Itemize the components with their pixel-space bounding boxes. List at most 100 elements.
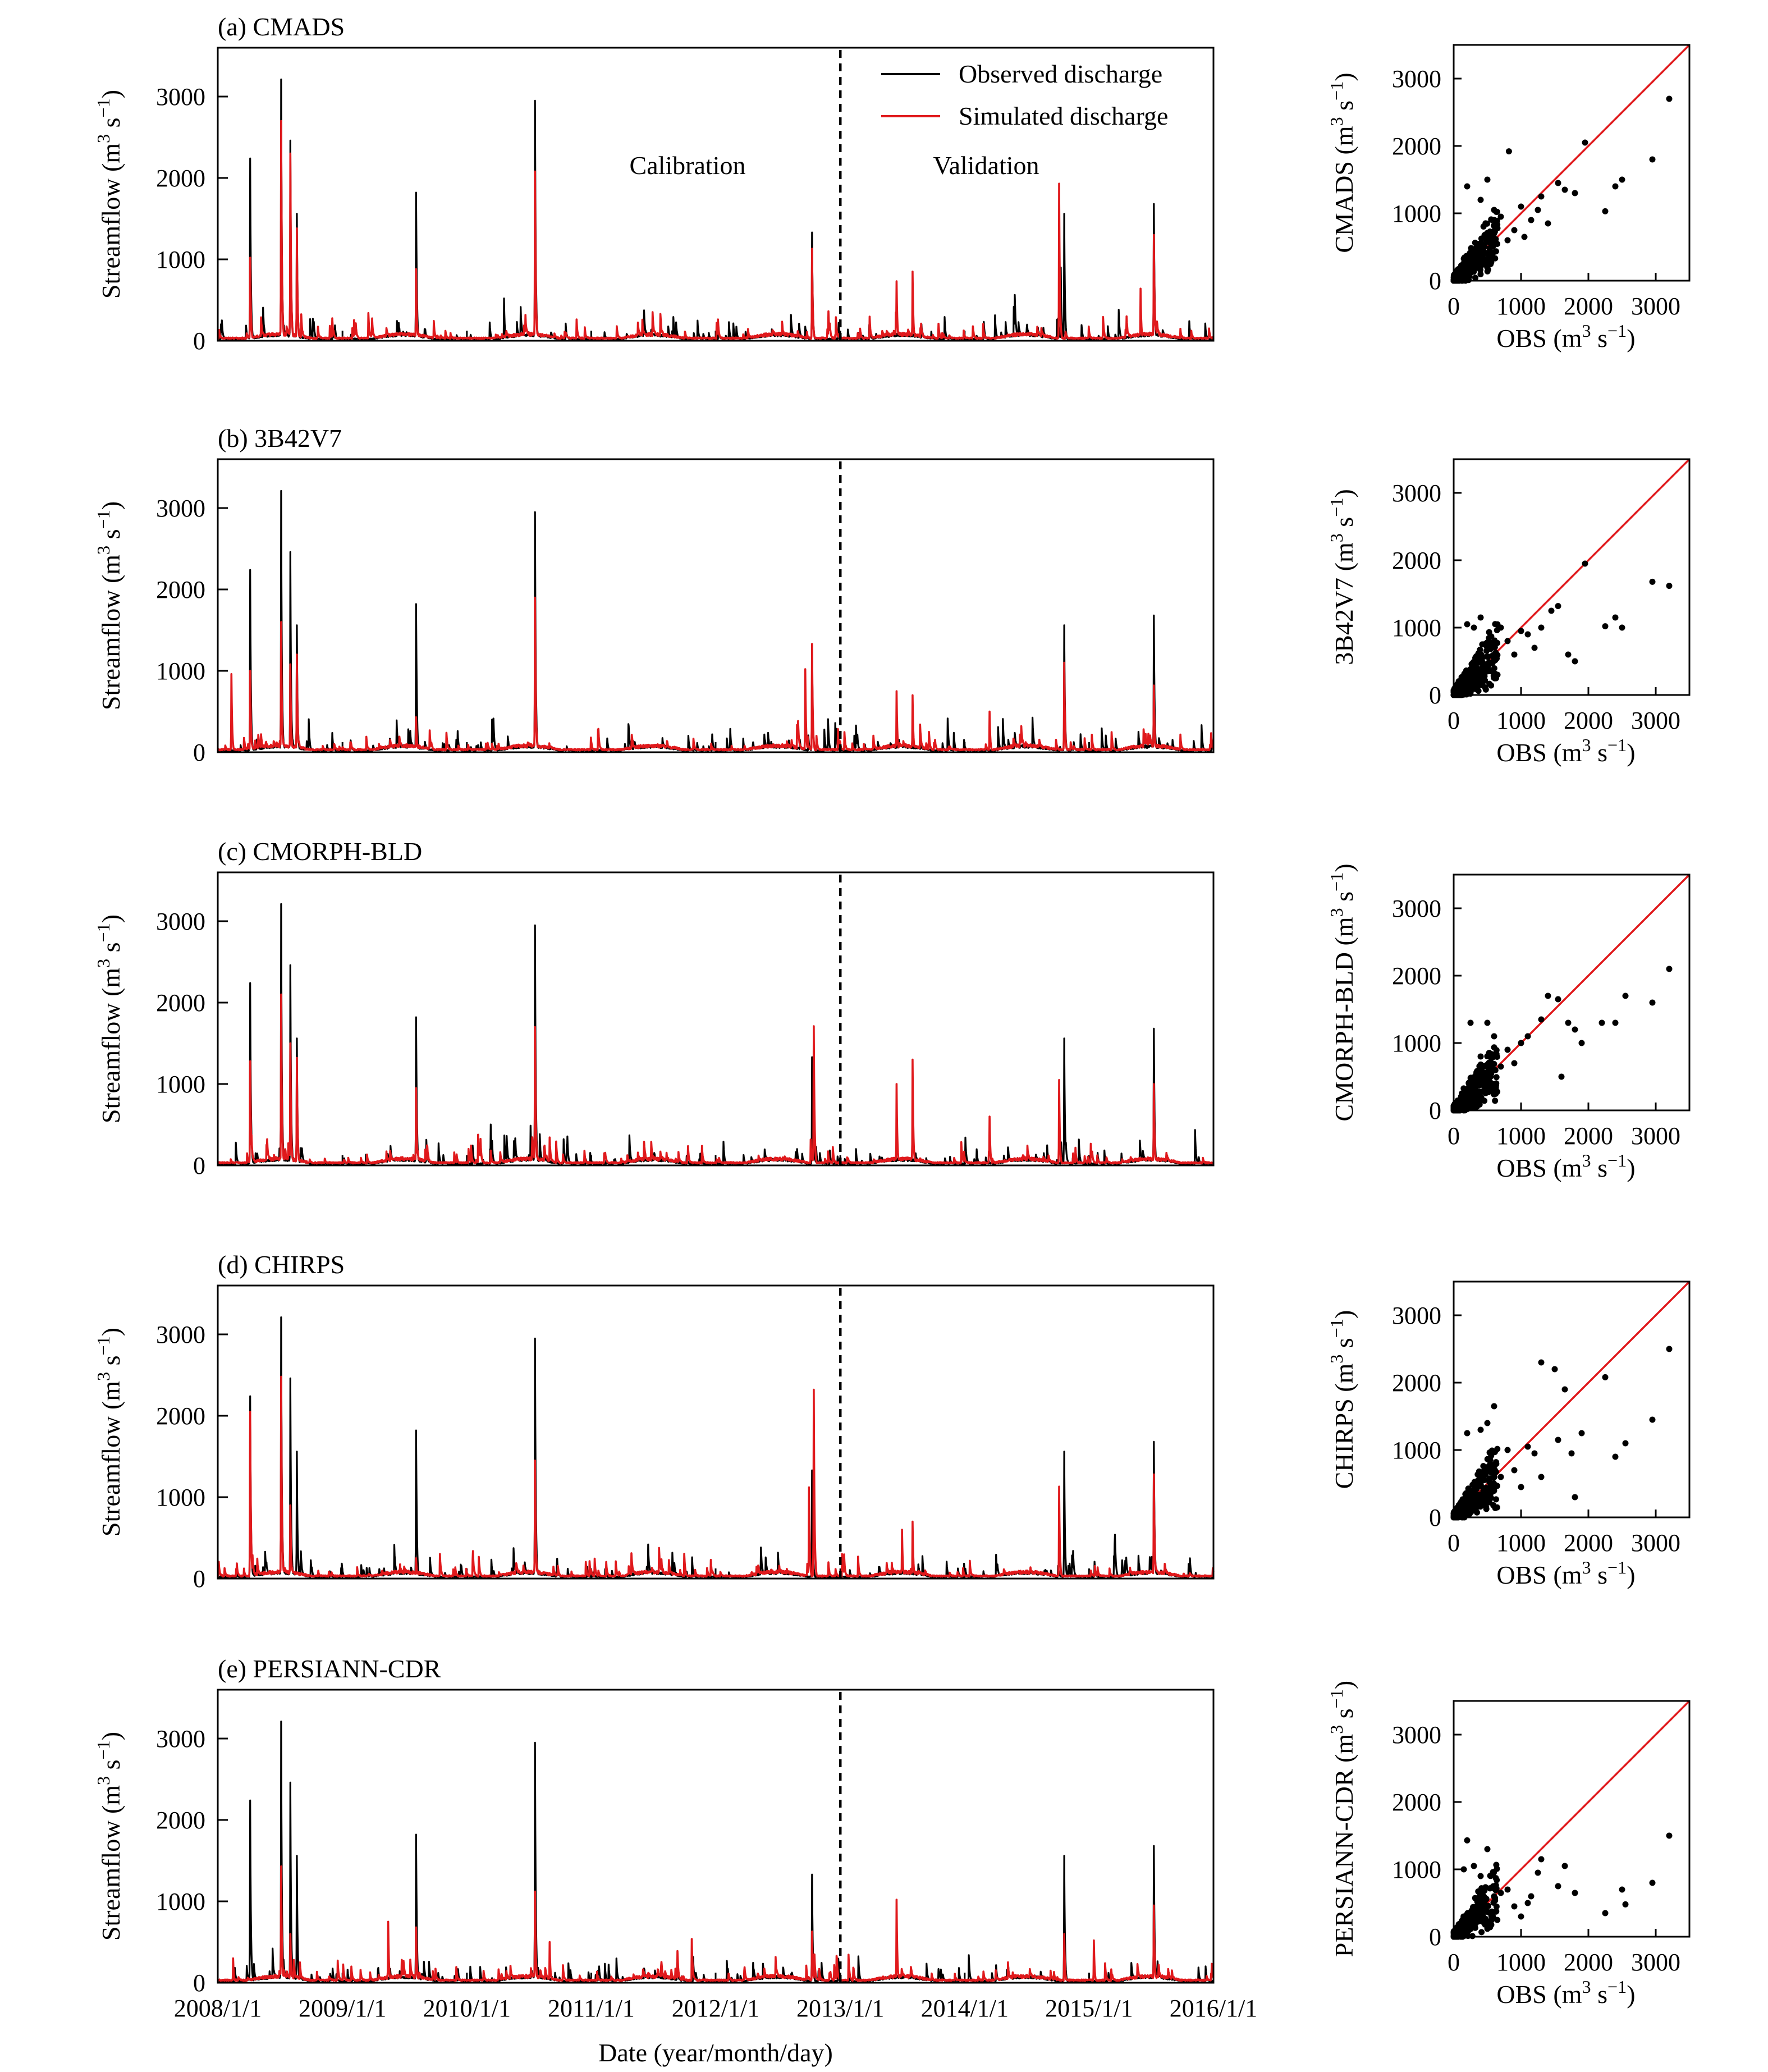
x-tick-label: 0	[1448, 707, 1460, 734]
plot-frame	[217, 458, 1215, 753]
scatter-point	[1494, 1446, 1501, 1452]
scatter-point	[1464, 1504, 1471, 1511]
x-tick-label: 2010/1/1	[423, 1995, 511, 2022]
scatter-point	[1485, 1089, 1492, 1096]
x-tick-label: 0	[1448, 292, 1460, 320]
scatter-point	[1469, 1090, 1476, 1097]
x-tick-label: 0	[1448, 1529, 1460, 1557]
scatter-point	[1464, 1430, 1471, 1437]
scatter-point	[1494, 1877, 1500, 1883]
scatter-point	[1572, 1890, 1578, 1896]
scatter-point	[1488, 682, 1495, 689]
scatter-point	[1531, 644, 1538, 651]
panel-title: (e) PERSIANN-CDR	[218, 1654, 441, 1683]
scatter-point	[1472, 1895, 1478, 1901]
y-tick-label: 2000	[1392, 132, 1441, 160]
scatter-point	[1511, 1060, 1518, 1067]
scatter-point	[1474, 1068, 1481, 1074]
scatter-point	[1551, 1366, 1558, 1373]
scatter-point	[1470, 1103, 1477, 1110]
scatter-point	[1666, 966, 1673, 972]
scatter-point	[1493, 1461, 1500, 1467]
x-tick-label: 2013/1/1	[796, 1995, 884, 2022]
scatter-point	[1484, 1420, 1491, 1426]
scatter-point	[1545, 220, 1551, 227]
scatter-point	[1486, 1466, 1492, 1473]
scatter-point	[1486, 1050, 1492, 1056]
scatter-point	[1572, 1026, 1578, 1033]
scatter-point	[1649, 999, 1656, 1006]
scatter-point	[1477, 1873, 1484, 1879]
scatter-point	[1572, 190, 1578, 196]
scatter-point	[1504, 1886, 1511, 1893]
y-tick-label: 3000	[156, 495, 205, 522]
x-tick-label: 1000	[1496, 707, 1546, 734]
scatter-point	[1538, 1474, 1545, 1480]
y-tick-label: 2000	[156, 576, 205, 603]
scatter-point	[1488, 216, 1495, 223]
scatter-point	[1504, 1046, 1511, 1053]
plot-frame	[217, 1689, 1215, 1984]
scatter-point	[1487, 1059, 1494, 1065]
scatter-point	[1487, 1494, 1494, 1501]
timeseries-panel-c: (c) CMORPH-BLD Streamflow (m3 s−1) 0 1000 20…	[93, 837, 1215, 1179]
y-tick-label: 3000	[1392, 479, 1441, 507]
scatter-point	[1481, 665, 1487, 672]
scatter-point	[1561, 1386, 1568, 1393]
plot-frame	[217, 871, 1215, 1167]
scatter-point	[1478, 1081, 1485, 1088]
scatter-point	[1504, 1447, 1511, 1453]
scatter-point	[1457, 275, 1464, 282]
scatter-point	[1487, 668, 1494, 675]
scatter-point	[1568, 1450, 1575, 1457]
x-tick-label: 2015/1/1	[1045, 1995, 1133, 2022]
scatter-point	[1464, 1837, 1471, 1844]
x-tick-label: 2000	[1564, 292, 1613, 320]
scatter-point	[1471, 669, 1477, 675]
scatter-point	[1492, 657, 1499, 664]
scatter-point	[1482, 220, 1489, 227]
x-tick-label: 1000	[1496, 292, 1546, 320]
scatter-point	[1555, 1883, 1561, 1890]
scatter-point	[1612, 1453, 1619, 1460]
scatter-point	[1528, 217, 1535, 223]
scatter-point	[1471, 1863, 1477, 1869]
scatter-point	[1483, 1506, 1490, 1512]
scatter-point	[1481, 1476, 1488, 1483]
scatter-frame	[1453, 44, 1691, 282]
scatter-point	[1476, 1915, 1482, 1922]
scatter-point	[1524, 1033, 1531, 1040]
scatter-point	[1493, 1861, 1500, 1868]
scatter-point	[1472, 275, 1479, 281]
scatter-point	[1545, 992, 1551, 999]
scatter-point	[1479, 1088, 1486, 1095]
scatter-point	[1578, 1040, 1585, 1046]
scatter-point	[1490, 1502, 1497, 1508]
scatter-point	[1494, 208, 1500, 215]
scatter-point	[1524, 1443, 1531, 1450]
y-tick-label: 1000	[156, 1484, 205, 1511]
scatter-point	[1492, 236, 1499, 243]
plot-frame	[217, 47, 1215, 342]
scatter-point	[1476, 1468, 1482, 1475]
y-tick-label: 1000	[156, 1888, 205, 1915]
scatter-point	[1482, 1905, 1489, 1911]
y-axis-label: Streamflow (m3 s−1)	[93, 90, 125, 299]
timeseries-panel-e: (e) PERSIANN-CDR Streamflow (m3 s−1) 0 1000…	[93, 1654, 1257, 2022]
scatter-frame	[1453, 1700, 1691, 1938]
y-tick-label: 3000	[156, 1725, 205, 1753]
scatter-point	[1463, 1912, 1469, 1919]
scatter-frame	[1453, 458, 1691, 696]
scatter-point	[1602, 623, 1609, 630]
calibration-label: Calibration	[630, 151, 746, 180]
scatter-point	[1649, 156, 1656, 163]
scatter-point	[1555, 603, 1561, 610]
scatter-point	[1482, 686, 1489, 693]
y-tick-label: 1000	[156, 657, 205, 685]
y-tick-label: 3000	[1392, 1721, 1441, 1749]
scatter-point	[1619, 624, 1625, 631]
y-tick-label: 1000	[1392, 1856, 1441, 1883]
scatter-point	[1492, 1067, 1499, 1073]
scatter-point	[1467, 262, 1474, 269]
